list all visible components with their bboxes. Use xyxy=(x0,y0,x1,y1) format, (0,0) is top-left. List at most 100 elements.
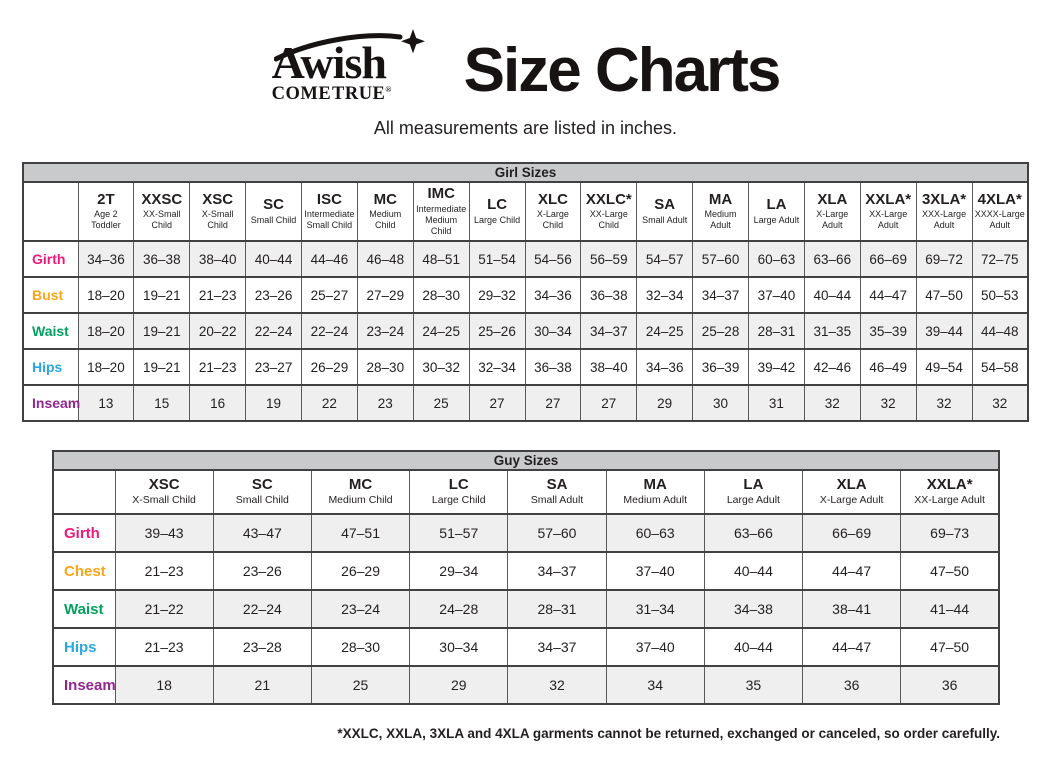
row-label-hips: Hips xyxy=(22,348,79,386)
size-value-cell: 44–47 xyxy=(859,276,917,314)
size-code: XLA xyxy=(836,475,867,493)
size-description: Age 2 Toddler xyxy=(91,209,121,231)
size-value-cell: 24–25 xyxy=(412,312,470,350)
size-description: XX-Large Adult xyxy=(869,209,908,231)
size-value-cell: 43–47 xyxy=(212,513,312,553)
girl-sizes-table-section: Girl Sizes 2T Age 2 Toddler XXSC XX-Small Ch… xyxy=(22,162,1029,423)
girl-row-girth: Girth 34–36 36–38 38–40 40–44 44–46 46–48 48–51… xyxy=(22,240,1029,278)
size-code: ISC xyxy=(316,190,342,208)
footnote: *XXLC, XXLA, 3XLA and 4XLA garments cann… xyxy=(337,726,1000,741)
column-header-ma: MA Medium Adult xyxy=(605,469,705,515)
size-value-cell: 44–47 xyxy=(802,627,902,667)
size-value-cell: 31–34 xyxy=(605,589,705,629)
guy-sizes-table-section: Guy Sizes XSC X-Small Child SC Small Child MC… xyxy=(52,450,1000,705)
size-value-cell: 21–23 xyxy=(114,627,214,667)
column-header-sc: SC Small Child xyxy=(245,181,302,243)
brand-tagline-text: COME TRUE xyxy=(271,83,386,104)
size-description: Large Adult xyxy=(753,214,800,225)
size-value-cell: 32 xyxy=(971,384,1029,422)
size-value-cell: 28–30 xyxy=(310,627,411,667)
row-label-inseam: Inseam xyxy=(52,665,116,705)
size-value-cell: 19 xyxy=(245,384,302,422)
column-header-lc: LC Large Child xyxy=(468,181,526,243)
size-value-cell: 46–49 xyxy=(859,348,917,386)
page-header: Awish COME TRUE® Size Charts xyxy=(0,0,1051,108)
row-label-inseam: Inseam xyxy=(22,384,80,422)
row-label-waist: Waist xyxy=(22,312,79,350)
size-description: Medium Child xyxy=(369,209,402,231)
size-description: Medium Child xyxy=(328,494,393,507)
size-value-cell: 34–36 xyxy=(636,348,694,386)
column-header-isc: ISC Intermediate Small Child xyxy=(301,181,358,243)
size-code: XSC xyxy=(148,475,180,493)
size-code: LA xyxy=(743,475,764,493)
size-value-cell: 19–21 xyxy=(133,312,191,350)
size-value-cell: 34–37 xyxy=(692,276,749,314)
size-description: Medium Adult xyxy=(704,209,737,231)
size-value-cell: 36–39 xyxy=(692,348,749,386)
size-value-cell: 47–51 xyxy=(310,513,411,553)
girl-row-bust: Bust 18–20 19–21 21–23 23–26 25–27 27–29 28–30 2… xyxy=(22,276,1029,314)
column-header-xxlc: XXLC* XX-Large Child xyxy=(580,181,638,243)
size-value-cell: 26–29 xyxy=(301,348,358,386)
size-description: Large Child xyxy=(431,494,486,507)
size-description: X-Small Child xyxy=(201,209,234,231)
row-label-chest: Chest xyxy=(52,551,116,591)
size-value-cell: 23–28 xyxy=(212,627,312,667)
size-value-cell: 25–26 xyxy=(468,312,526,350)
size-value-cell: 31 xyxy=(748,384,805,422)
column-header-la: LA Large Adult xyxy=(703,469,804,515)
girl-row-waist: Waist 18–20 19–21 20–22 22–24 22–24 23–24 24–25… xyxy=(22,312,1029,350)
size-value-cell: 40–44 xyxy=(703,627,804,667)
size-description: XX-Large Child xyxy=(589,209,628,231)
size-value-cell: 66–69 xyxy=(859,240,917,278)
size-value-cell: 48–51 xyxy=(412,240,470,278)
size-value-cell: 25–28 xyxy=(692,312,749,350)
size-description: XX-Large Adult xyxy=(914,494,985,507)
size-value-cell: 34–36 xyxy=(77,240,135,278)
size-value-cell: 36–38 xyxy=(524,348,582,386)
size-value-cell: 30–34 xyxy=(524,312,582,350)
size-value-cell: 37–40 xyxy=(605,551,705,591)
size-code: SA xyxy=(654,196,676,214)
column-header-sc: SC Small Child xyxy=(212,469,312,515)
size-value-cell: 34–37 xyxy=(507,627,607,667)
column-header-xlc: XLC X-Large Child xyxy=(524,181,582,243)
size-value-cell: 30–34 xyxy=(409,627,509,667)
size-code: 3XLA* xyxy=(921,190,967,208)
column-header-xla: XLA X-Large Adult xyxy=(803,181,861,243)
size-value-cell: 51–57 xyxy=(409,513,509,553)
size-value-cell: 22–24 xyxy=(212,589,312,629)
size-value-cell: 46–48 xyxy=(356,240,414,278)
girl-row-hips: Hips 18–20 19–21 21–23 23–27 26–29 28–30 30–32 3… xyxy=(22,348,1029,386)
guy-size-table: Guy Sizes XSC X-Small Child SC Small Child MC… xyxy=(52,450,1000,705)
size-value-cell: 18 xyxy=(114,665,214,705)
size-value-cell: 22 xyxy=(301,384,358,422)
registered-mark: ® xyxy=(385,84,392,94)
size-value-cell: 60–63 xyxy=(748,240,805,278)
brand-logo: Awish COME TRUE® xyxy=(271,29,444,108)
size-value-cell: 21–22 xyxy=(114,589,214,629)
size-value-cell: 50–53 xyxy=(971,276,1029,314)
size-value-cell: 15 xyxy=(133,384,191,422)
subtitle: All measurements are listed in inches. xyxy=(373,118,678,138)
size-value-cell: 38–40 xyxy=(580,348,638,386)
size-value-cell: 57–60 xyxy=(507,513,607,553)
size-description: X-Large Adult xyxy=(816,209,849,231)
column-header-la: LA Large Adult xyxy=(748,181,805,243)
size-description: Intermediate Small Child xyxy=(304,209,355,231)
size-value-cell: 28–31 xyxy=(748,312,805,350)
column-header-xxla: XXLA* XX-Large Adult xyxy=(859,181,917,243)
size-value-cell: 57–60 xyxy=(692,240,749,278)
column-header-mc: MC Medium Child xyxy=(310,469,411,515)
size-code: SA xyxy=(546,475,568,493)
size-value-cell: 32 xyxy=(803,384,861,422)
corner-cell xyxy=(52,469,116,515)
size-value-cell: 27 xyxy=(580,384,638,422)
size-value-cell: 23–26 xyxy=(245,276,302,314)
size-value-cell: 32–34 xyxy=(468,348,526,386)
size-value-cell: 39–42 xyxy=(748,348,805,386)
size-description: Small Adult xyxy=(642,214,688,225)
size-value-cell: 32 xyxy=(507,665,607,705)
size-code: MA xyxy=(643,475,667,493)
